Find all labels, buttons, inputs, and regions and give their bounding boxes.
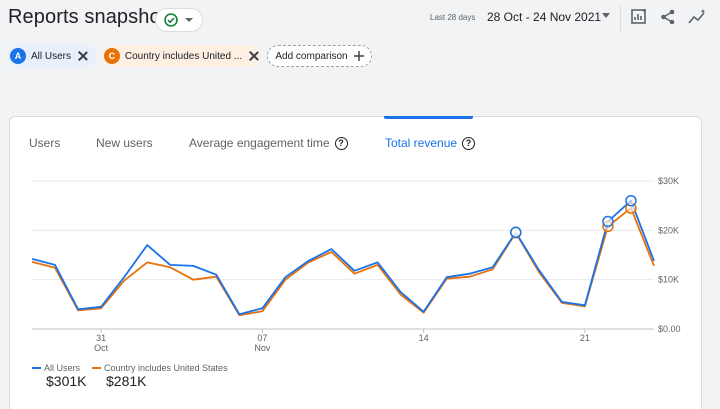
comparison-chip-country[interactable]: C Country includes United ... [102,45,260,67]
customize-report-button[interactable] [628,6,650,28]
data-point-marker [625,194,637,207]
data-point-marker [602,215,614,228]
legend-swatch [32,366,41,369]
tab-label: Users [29,136,61,150]
series-line-all-users [31,199,655,316]
tab-total-revenue[interactable]: Total revenue ? [385,136,476,150]
tab-label: Total revenue [385,136,458,150]
legend-total-all-users: $301K [46,373,87,389]
x-tick-label: 14 [419,333,429,343]
page-title: Reports snapshot [8,6,167,28]
add-comparison-label: Add comparison [275,50,348,62]
active-tab-indicator [384,116,473,119]
insights-button[interactable] [686,6,708,28]
comparison-label: Country includes United ... [124,50,243,62]
report-status-dropdown[interactable] [155,8,203,32]
tab-average-engagement-time[interactable]: Average engagement time ? [189,136,348,150]
comparison-badge: A [10,48,26,64]
comparison-label: All Users [31,50,72,62]
add-comparison-button[interactable]: Add comparison [267,45,372,67]
legend-total-country: $281K [106,373,147,389]
tab-new-users[interactable]: New users [96,136,153,150]
report-header: Reports snapshot Last 28 days 28 Oct - 2… [0,0,720,40]
customize-report-icon [631,9,646,24]
legend-label: All Users [44,362,81,373]
x-tick-sublabel: Oct [94,343,109,353]
metrics-card: Users New users Average engagement time … [9,116,702,409]
x-tick-label: 21 [580,333,590,343]
x-tick-label: 31 [96,333,106,343]
share-button[interactable] [657,6,679,28]
share-icon [661,9,675,25]
chevron-down-icon [185,18,193,22]
comparison-badge: C [104,48,120,64]
date-range-value[interactable]: 28 Oct - 24 Nov 2021 [487,10,602,24]
help-icon[interactable]: ? [462,136,476,150]
header-divider [620,6,621,32]
tab-label: Average engagement time [189,136,330,150]
insights-icon [688,9,706,24]
y-tick-label: $0.00 [658,324,681,334]
comparison-chip-all-users[interactable]: A All Users [8,45,96,67]
tab-users[interactable]: Users [29,136,60,150]
data-point-marker [510,226,522,239]
close-icon[interactable] [77,50,89,62]
x-tick-sublabel: Nov [254,343,271,353]
date-range-label: Last 28 days [430,13,476,22]
legend-item-all-users[interactable]: All Users [32,359,80,377]
plus-icon [353,51,364,61]
check-circle-icon [164,13,178,27]
y-tick-label: $10K [658,275,679,285]
y-tick-label: $30K [658,176,679,186]
tab-label: New users [96,136,153,150]
y-tick-label: $20K [658,225,679,235]
date-range-caret-icon[interactable] [602,13,610,18]
help-icon[interactable]: ? [334,136,348,150]
legend-swatch [92,366,101,369]
legend-label: Country includes United States [104,362,228,373]
x-tick-label: 07 [257,333,267,343]
close-icon[interactable] [248,50,260,62]
legend-item-country[interactable]: Country includes United States [92,359,228,377]
